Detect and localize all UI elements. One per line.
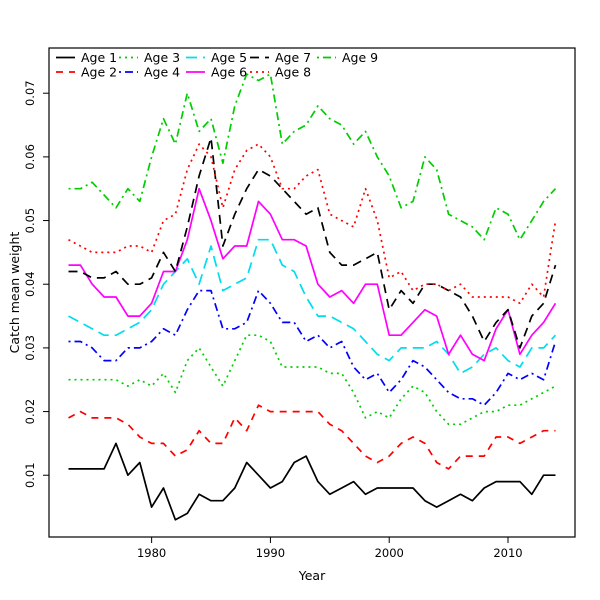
series-line-age-8 [68, 143, 557, 305]
series-line-age-1 [68, 442, 556, 521]
series-line-age-4 [68, 289, 557, 407]
series-line-age-2 [68, 404, 556, 470]
y-tick-label: 0.01 [23, 462, 37, 488]
y-tick-label: 0.06 [23, 144, 37, 170]
legend-label-age-9: Age 9 [342, 50, 378, 65]
x-tick-label: 2000 [375, 546, 404, 560]
legend-label-age-7: Age 7 [275, 50, 311, 65]
legend-label-age-6: Age 6 [211, 65, 247, 80]
legend-label-age-5: Age 5 [211, 50, 247, 65]
x-axis-title: Year [298, 568, 326, 583]
plot-border [48, 47, 576, 538]
legend-label-age-3: Age 3 [144, 50, 180, 65]
series-line-age-7 [68, 136, 557, 349]
legend-label-age-8: Age 8 [275, 65, 311, 80]
legend-label-age-2: Age 2 [81, 65, 117, 80]
y-tick-label: 0.02 [23, 399, 37, 425]
x-tick-label: 2010 [493, 546, 522, 560]
legend-label-age-4: Age 4 [144, 65, 180, 80]
y-axis-title: Catch mean weight [7, 232, 22, 354]
y-tick-label: 0.04 [23, 271, 37, 297]
series-line-age-6 [68, 187, 557, 362]
series-line-age-9 [68, 73, 557, 241]
x-tick-label: 1990 [256, 546, 285, 560]
series-line-age-3 [68, 334, 556, 426]
x-tick-label: 1980 [137, 546, 166, 560]
y-tick-label: 0.05 [23, 208, 37, 234]
legend-label-age-1: Age 1 [81, 50, 117, 65]
series-line-age-5 [68, 238, 557, 375]
y-tick-label: 0.07 [23, 80, 37, 106]
y-tick-label: 0.03 [23, 335, 37, 361]
